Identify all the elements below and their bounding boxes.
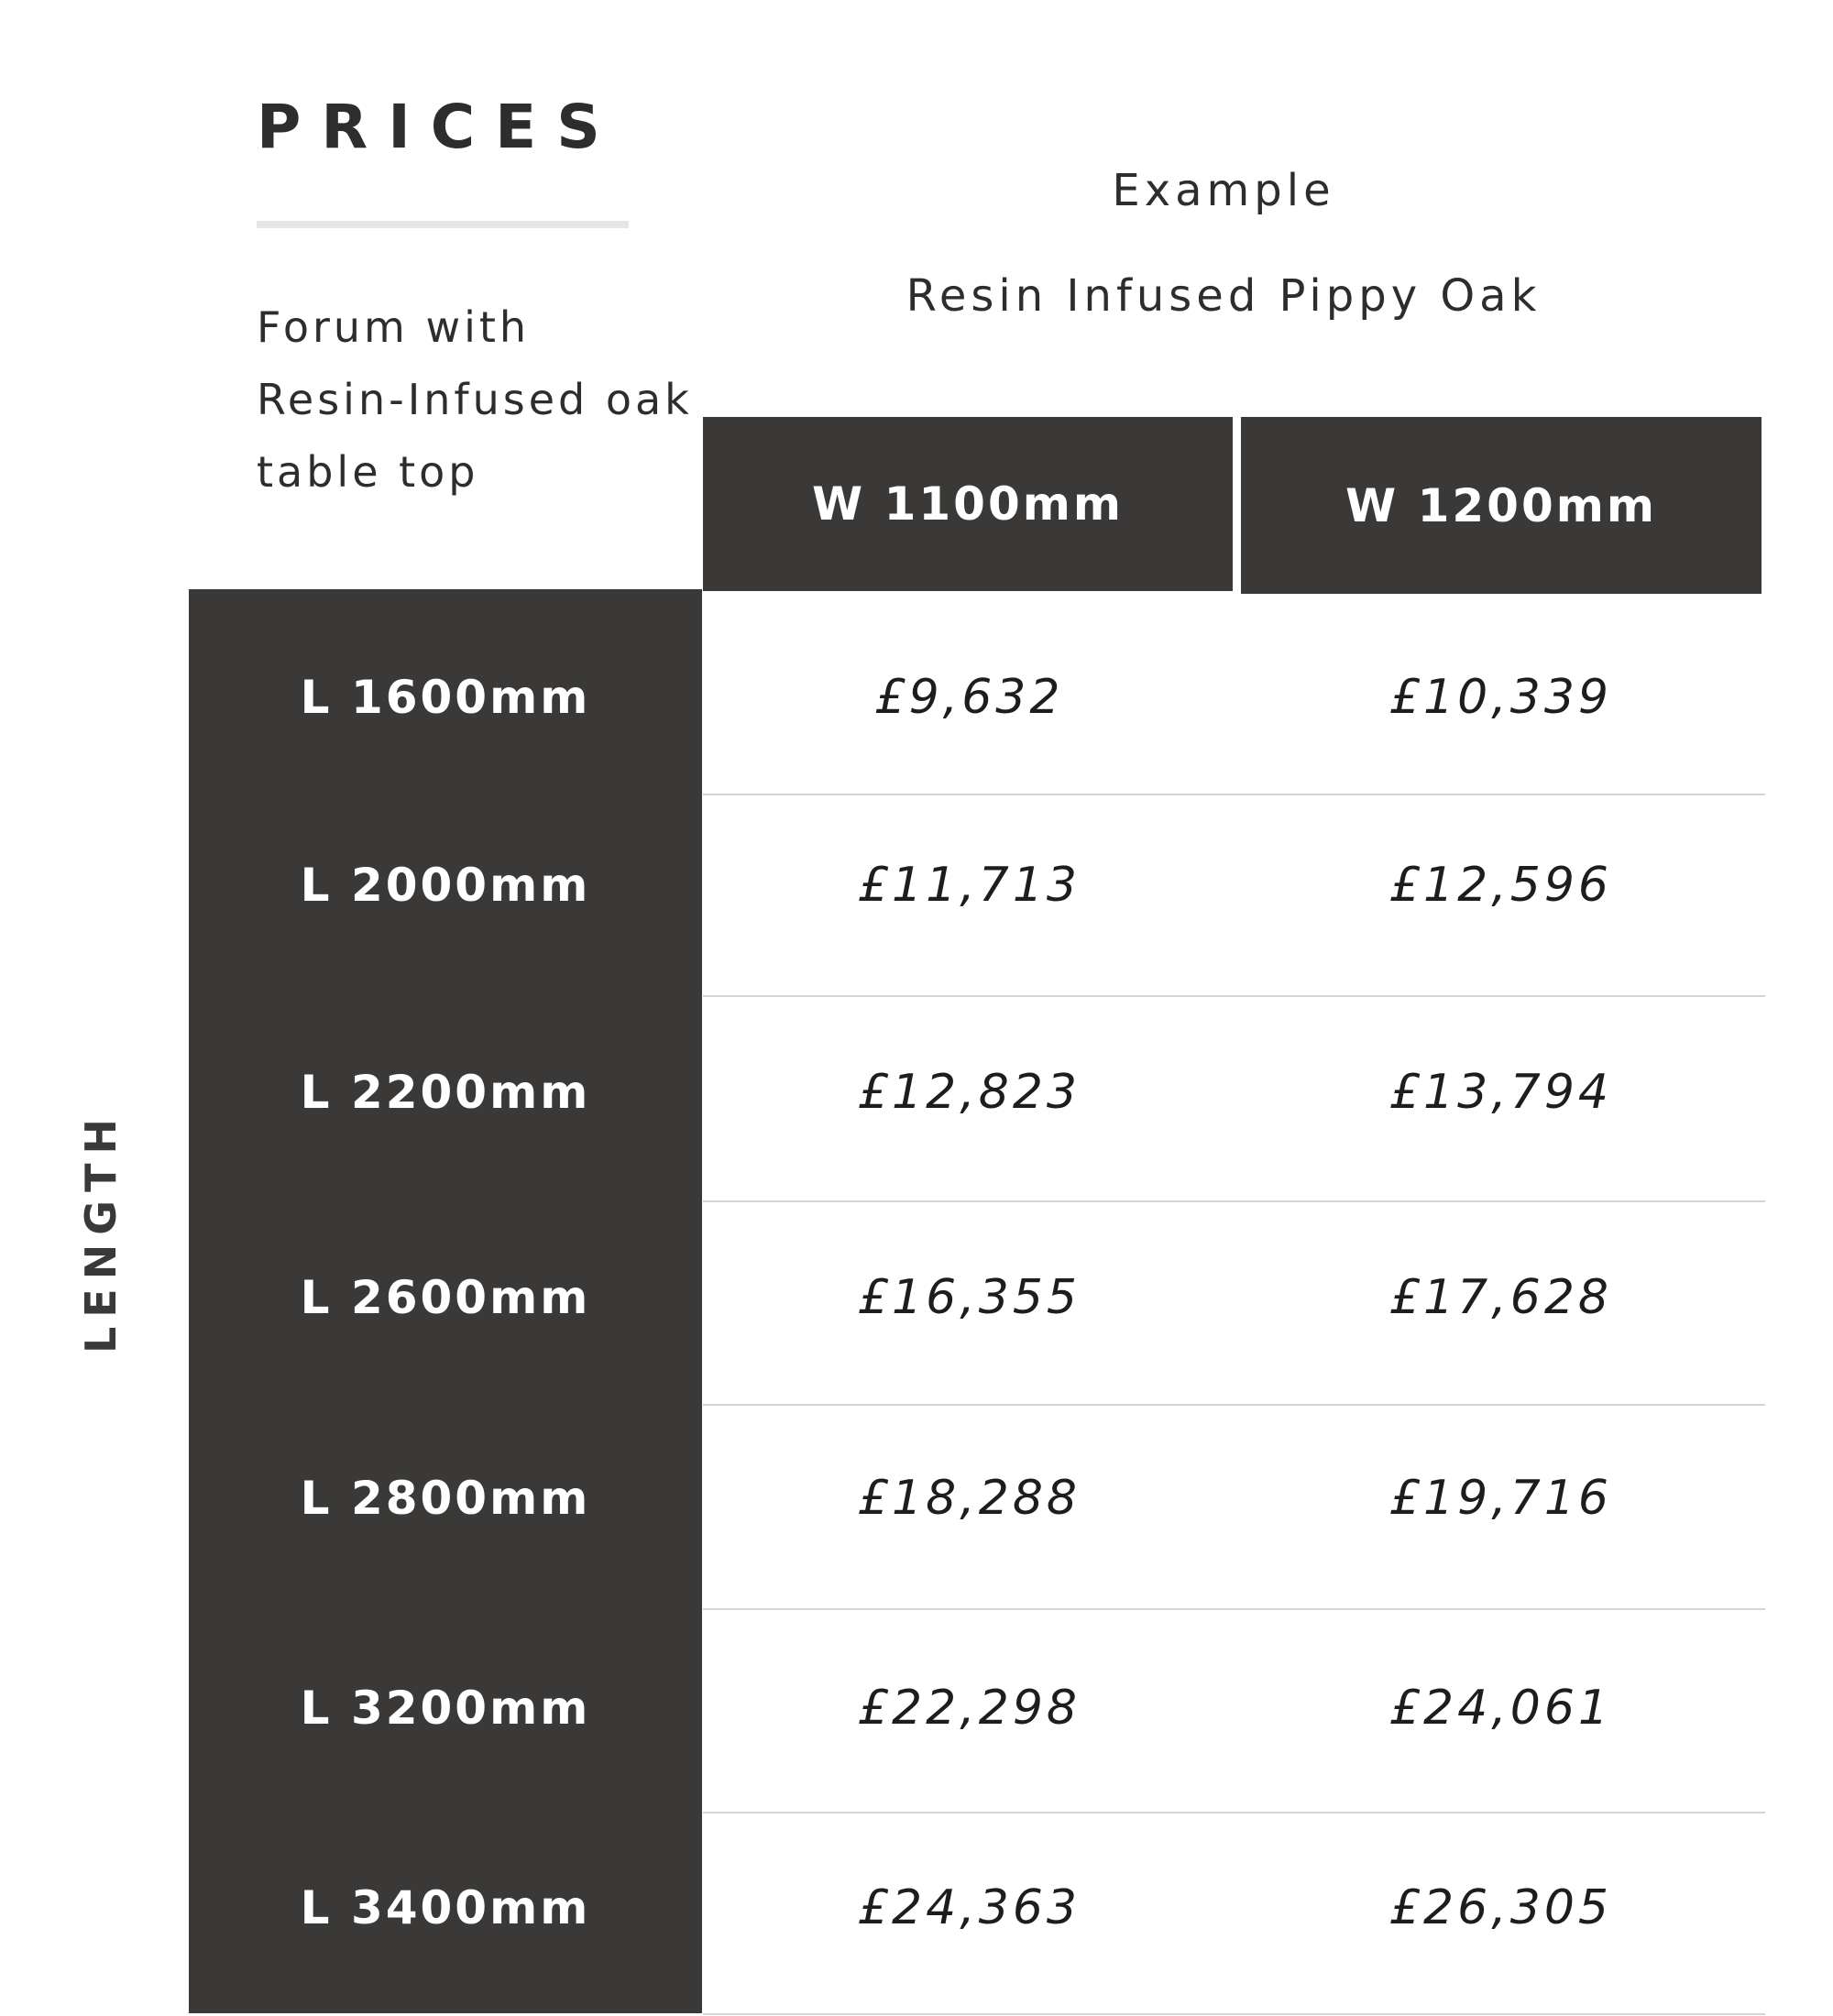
- row-divider: [703, 1812, 1765, 1813]
- length-axis-label: LENGTH: [76, 1109, 126, 1354]
- price-cell: £24,363: [857, 1880, 1081, 1935]
- material-name: Resin Infused Pippy Oak: [906, 270, 1542, 322]
- row-length-label: L 1600mm: [300, 671, 591, 724]
- table-row: L 2600mm £16,355 £17,628: [189, 1261, 1765, 1334]
- price-cell: £17,628: [1388, 1270, 1613, 1325]
- price-cell: £12,823: [857, 1065, 1081, 1120]
- table-row: L 2000mm £11,713 £12,596: [189, 849, 1765, 922]
- price-cell: £24,061: [1388, 1681, 1613, 1736]
- description-line: Resin-Infused oak: [257, 375, 693, 424]
- product-description: Forum with Resin-Infused oak table top: [257, 291, 693, 509]
- price-cell: £18,288: [857, 1471, 1081, 1526]
- column-header-width-1200: W 1200mm: [1241, 417, 1762, 594]
- row-length-label: L 2200mm: [300, 1066, 591, 1119]
- row-divider: [703, 1608, 1765, 1610]
- page-title: PRICES: [257, 92, 620, 162]
- row-length-label: L 2600mm: [300, 1271, 591, 1324]
- row-divider: [703, 2013, 1765, 2015]
- table-row: L 3200mm £22,298 £24,061: [189, 1671, 1765, 1745]
- row-length-label: L 3200mm: [300, 1682, 591, 1735]
- price-cell: £13,794: [1388, 1065, 1613, 1120]
- price-cell: £22,298: [857, 1681, 1081, 1736]
- price-cell: £11,713: [857, 858, 1081, 913]
- column-header-width-1100: W 1100mm: [703, 417, 1233, 591]
- example-label: Example: [1112, 165, 1335, 216]
- row-divider: [703, 995, 1765, 997]
- row-divider: [703, 1404, 1765, 1406]
- table-row: L 2800mm £18,288 £19,716: [189, 1462, 1765, 1535]
- price-cell: £16,355: [857, 1270, 1081, 1325]
- price-cell: £12,596: [1388, 858, 1613, 913]
- row-divider: [703, 794, 1765, 795]
- price-cell: £19,716: [1388, 1471, 1613, 1526]
- length-column-background: [189, 589, 702, 2013]
- row-length-label: L 2000mm: [300, 859, 591, 912]
- row-divider: [703, 1200, 1765, 1202]
- price-cell: £10,339: [1388, 670, 1613, 725]
- table-row: L 1600mm £9,632 £10,339: [189, 661, 1765, 734]
- row-length-label: L 2800mm: [300, 1472, 591, 1525]
- price-cell: £9,632: [874, 670, 1064, 725]
- price-cell: £26,305: [1388, 1880, 1613, 1935]
- description-line: table top: [257, 447, 479, 497]
- table-row: L 3400mm £24,363 £26,305: [189, 1871, 1765, 1945]
- description-line: Forum with: [257, 302, 531, 352]
- row-length-label: L 3400mm: [300, 1881, 591, 1934]
- table-row: L 2200mm £12,823 £13,794: [189, 1056, 1765, 1129]
- title-underline: [257, 221, 629, 228]
